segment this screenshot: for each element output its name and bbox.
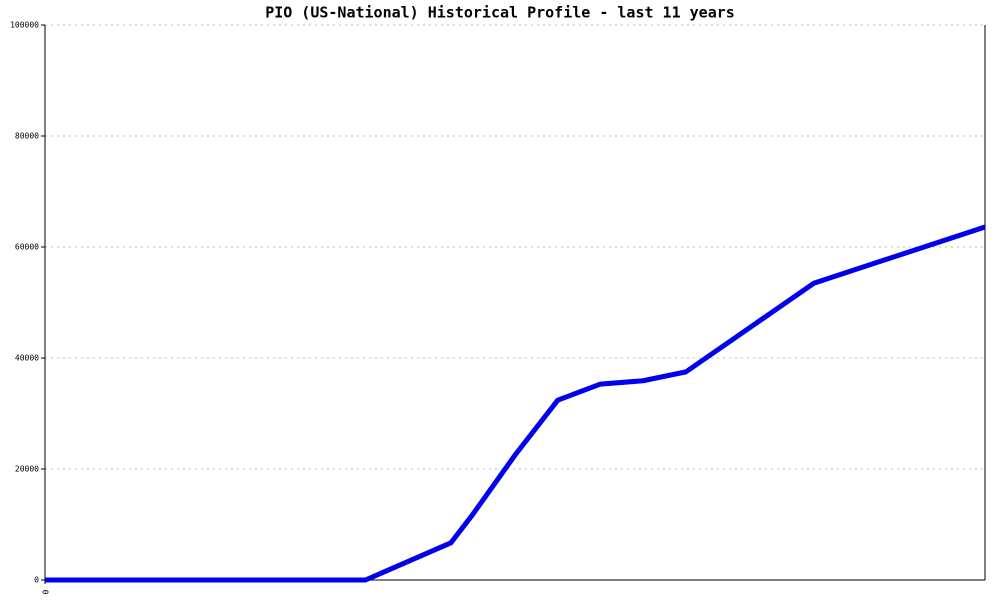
y-tick-label: 40000 [15, 354, 39, 363]
y-tick-label: 100000 [10, 21, 39, 30]
y-tick-label: 0 [34, 576, 39, 585]
data-line [45, 224, 986, 583]
chart-title: PIO (US-National) Historical Profile - l… [265, 4, 735, 22]
y-tick-label: 80000 [15, 132, 39, 141]
x-tick-label: 0 [41, 590, 50, 595]
y-tick-label: 60000 [15, 243, 39, 252]
y-tick-label: 20000 [15, 465, 39, 474]
